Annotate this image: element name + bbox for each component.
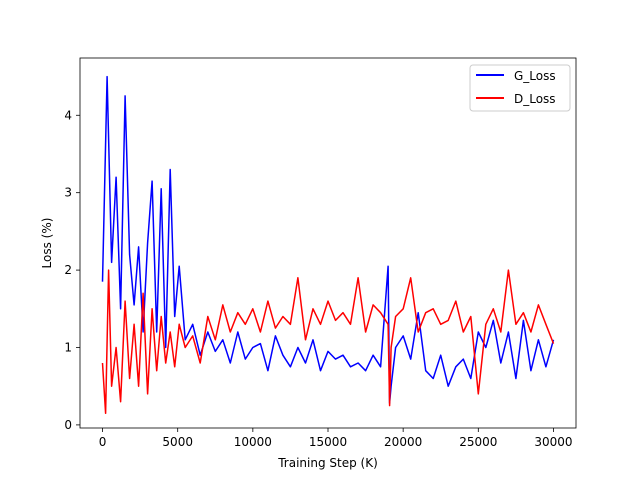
x-tick-label: 30000: [534, 435, 572, 449]
x-axis-ticks: 0 5000 10000 15000 20000 25000 30000: [99, 428, 573, 449]
y-tick-label: 2: [64, 263, 72, 277]
y-tick-label: 0: [64, 418, 72, 432]
series-line-g-loss: [101, 75, 555, 404]
y-axis-ticks: 0 1 2 3 4: [64, 108, 80, 432]
legend: G_Loss D_Loss: [469, 64, 571, 112]
x-tick-label: 25000: [459, 435, 497, 449]
x-tick-label: 5000: [162, 435, 193, 449]
x-tick-label: 15000: [309, 435, 347, 449]
x-tick-label: 10000: [234, 435, 272, 449]
y-tick-label: 3: [64, 186, 72, 200]
legend-label-d-loss: D_Loss: [514, 92, 556, 106]
legend-label-g-loss: G_Loss: [514, 69, 556, 83]
x-tick-label: 20000: [384, 435, 422, 449]
series-line-d-loss: [101, 269, 555, 415]
x-axis-label: Training Step (K): [277, 456, 378, 470]
legend-box: [469, 64, 571, 112]
y-tick-label: 1: [64, 340, 72, 354]
y-axis-label: Loss (%): [40, 218, 54, 269]
y-tick-label: 4: [64, 108, 72, 122]
series-layer: [101, 75, 555, 415]
x-tick-label: 0: [99, 435, 107, 449]
